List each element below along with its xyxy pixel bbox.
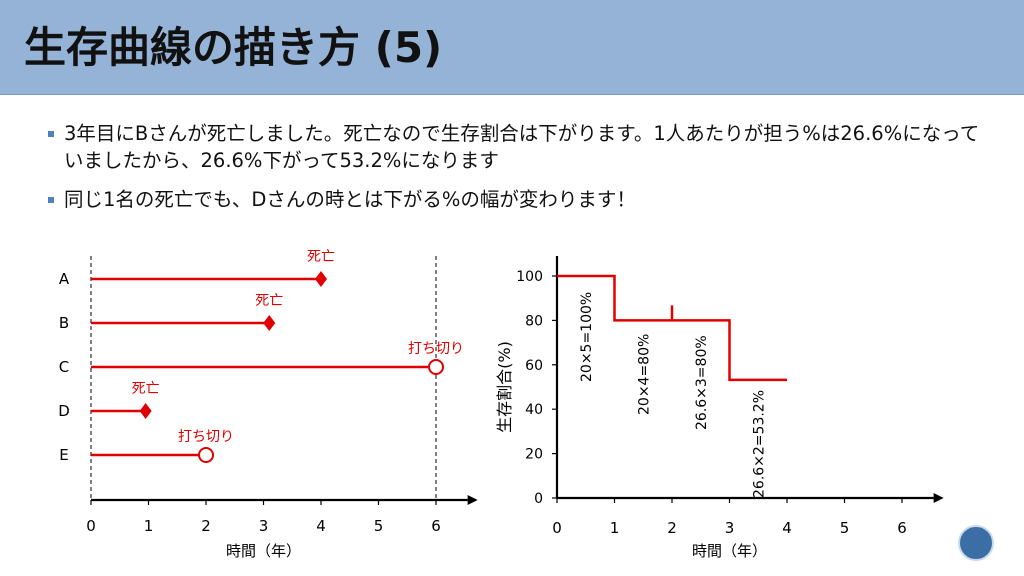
bullet-item: 3年目にBさんが死亡しました。死亡なので生存割合は下がります。1人あたりが担う%… xyxy=(48,120,988,174)
subject-label: B xyxy=(59,314,69,332)
event-label: 死亡 xyxy=(255,293,283,309)
x-axis-title: 時間（年） xyxy=(692,542,767,560)
y-tick-label: 20 xyxy=(525,447,543,463)
x-axis-arrow xyxy=(467,495,478,505)
censored-marker xyxy=(198,447,214,463)
y-tick-label: 80 xyxy=(525,313,543,329)
calculation-annotation: 26.6×2=53.2% xyxy=(751,390,767,498)
bullet-marker xyxy=(48,197,54,203)
calculation-annotation: 20×4=80% xyxy=(636,334,652,415)
title-bar: 生存曲線の描き方 (5) xyxy=(0,0,1024,95)
x-axis-arrow xyxy=(933,493,944,503)
death-marker xyxy=(315,271,327,287)
timeline-chart: 0 1 2 3 4 5 6 時間（年） A 死亡 B 死亡 C 打ち切り D 死亡 E 打ち切り xyxy=(58,249,478,560)
subject-label: D xyxy=(58,402,70,420)
bullet-text: 同じ1名の死亡でも、Dさんの時とは下がる%の幅が変わります！ xyxy=(64,188,636,211)
bullet-list: 3年目にBさんが死亡しました。死亡なので生存割合は下がります。1人あたりが担う%… xyxy=(48,120,988,225)
calculation-annotation: 20×5=100% xyxy=(579,292,595,382)
bullet-marker xyxy=(48,131,54,137)
subject-label: A xyxy=(59,270,70,288)
y-tick-label: 0 xyxy=(534,491,543,507)
x-tick-label: 5 xyxy=(840,519,850,537)
x-tick-label: 4 xyxy=(782,519,792,537)
y-axis-title: 生存割合(%) xyxy=(495,341,514,433)
bullet-item: 同じ1名の死亡でも、Dさんの時とは下がる%の幅が変わります！ xyxy=(48,186,988,213)
x-tick-label: 2 xyxy=(201,517,211,535)
x-tick-label: 3 xyxy=(259,517,269,535)
y-tick-label: 60 xyxy=(525,358,543,374)
event-label: 死亡 xyxy=(132,381,160,397)
x-tick-label: 5 xyxy=(374,517,384,535)
bullet-text: 3年目にBさんが死亡しました。死亡なので生存割合は下がります。1人あたりが担う%… xyxy=(64,122,980,172)
x-tick-label: 6 xyxy=(897,519,907,537)
navigation-circle-icon[interactable] xyxy=(957,524,995,562)
x-tick-label: 1 xyxy=(610,519,620,537)
x-tick-label: 2 xyxy=(667,519,677,537)
x-tick-label: 1 xyxy=(144,517,154,535)
slide-title: 生存曲線の描き方 (5) xyxy=(24,23,443,72)
censored-marker xyxy=(428,359,444,375)
y-tick-label: 40 xyxy=(525,402,543,418)
calculation-annotation: 26.6×3=80% xyxy=(694,335,710,430)
x-axis-title: 時間（年） xyxy=(226,542,301,560)
x-tick-label: 4 xyxy=(316,517,326,535)
x-tick-label: 3 xyxy=(725,519,735,537)
survival-curve-chart: 0 20 40 60 80 100 0 1 2 3 4 5 6 時間（年） 生存割合(%) 20×5=100%… xyxy=(495,256,944,560)
x-tick-label: 0 xyxy=(86,517,96,535)
x-tick-label: 6 xyxy=(431,517,441,535)
event-label: 死亡 xyxy=(307,249,335,265)
y-tick-label: 100 xyxy=(516,269,543,285)
death-marker xyxy=(139,403,152,419)
event-label: 打ち切り xyxy=(408,340,464,357)
death-marker xyxy=(263,315,276,331)
x-tick-label: 0 xyxy=(552,519,562,537)
event-label: 打ち切り xyxy=(178,428,234,445)
subject-label: E xyxy=(59,446,68,464)
subject-label: C xyxy=(59,358,69,376)
